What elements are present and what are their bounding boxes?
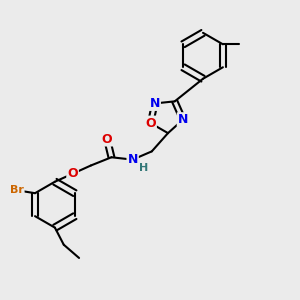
- Text: O: O: [67, 167, 78, 180]
- Text: H: H: [139, 163, 148, 173]
- Text: N: N: [128, 153, 138, 166]
- Text: N: N: [178, 113, 188, 126]
- Text: N: N: [150, 97, 160, 110]
- Text: O: O: [145, 117, 156, 130]
- Text: O: O: [102, 133, 112, 146]
- Text: Br: Br: [10, 185, 24, 195]
